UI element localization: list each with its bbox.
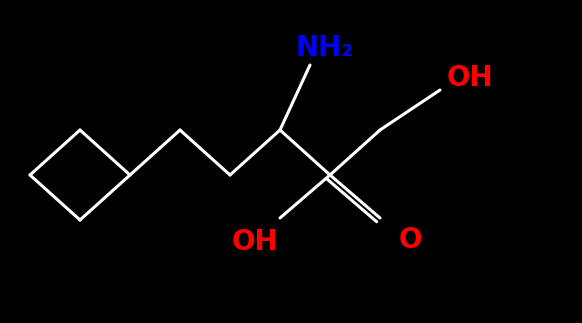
- Text: NH₂: NH₂: [296, 34, 354, 62]
- Text: O: O: [398, 226, 422, 254]
- Text: OH: OH: [447, 64, 494, 92]
- Text: OH: OH: [232, 228, 278, 256]
